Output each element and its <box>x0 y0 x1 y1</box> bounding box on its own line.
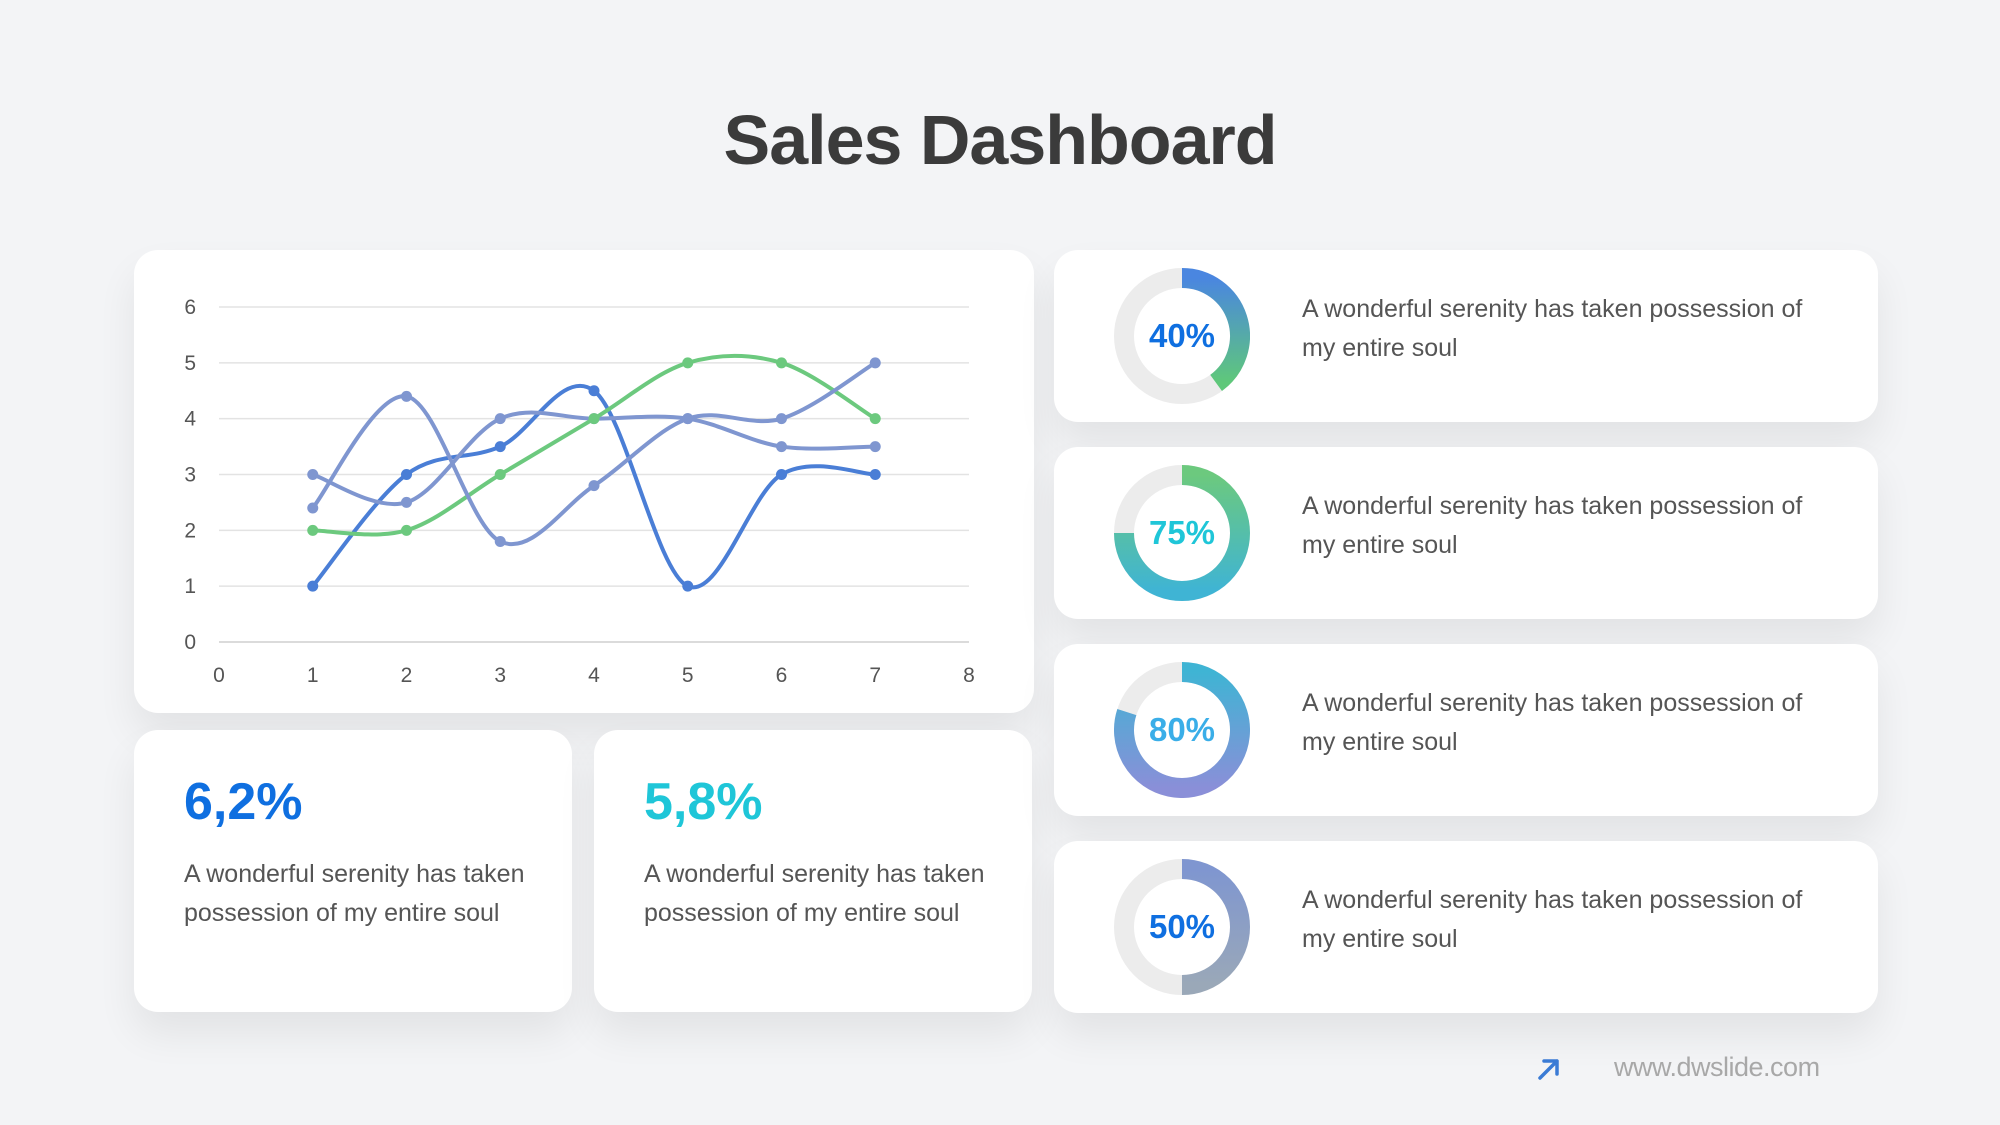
line-chart-card: 0 1 2 3 4 5 6 0 1 2 3 4 5 6 7 8 <box>134 250 1034 713</box>
donut-arc <box>1181 859 1250 995</box>
data-point <box>307 524 319 536</box>
stat-card-2: 5,8% A wonderful serenity has taken poss… <box>594 730 1032 1012</box>
donut-center <box>1136 881 1228 973</box>
y-tick-label: 5 <box>184 352 196 375</box>
data-point <box>401 524 412 536</box>
x-tick-label: 2 <box>401 664 413 687</box>
donut-chart <box>1114 465 1250 601</box>
stat-card-1: 6,2% A wonderful serenity has taken poss… <box>134 730 572 1012</box>
donut-center <box>1136 684 1228 776</box>
y-tick-label: 3 <box>184 464 196 487</box>
data-point <box>494 413 506 425</box>
x-tick-label: 4 <box>588 664 600 687</box>
data-point <box>588 413 600 425</box>
stat-value: 5,8% <box>644 773 763 831</box>
donut-center <box>1136 290 1228 382</box>
x-tick-label: 1 <box>307 664 319 687</box>
kpi-card-3: 80% A wonderful serenity has taken posse… <box>1054 644 1878 816</box>
data-point <box>776 413 787 425</box>
x-tick-label: 5 <box>682 664 694 687</box>
data-point <box>682 357 694 369</box>
stat-value: 6,2% <box>184 773 303 831</box>
data-point <box>776 441 787 453</box>
x-tick-label: 6 <box>776 664 788 687</box>
kpi-description: A wonderful serenity has taken possessio… <box>1302 295 1803 362</box>
series-line-3 <box>312 353 877 537</box>
donut-percent: 50% <box>1148 908 1216 945</box>
donut-chart <box>1114 662 1250 798</box>
data-point <box>776 469 787 480</box>
y-tick-label: 6 <box>184 296 196 319</box>
website-link[interactable]: www.dwslide.com <box>1614 1052 1820 1082</box>
data-point <box>307 580 319 592</box>
page-title: Sales Dashboard <box>723 101 1278 179</box>
arrow-up-right-icon <box>1538 1059 1559 1080</box>
donut-percent: 80% <box>1148 711 1216 748</box>
kpi-card-4: 50% A wonderful serenity has taken posse… <box>1054 841 1878 1013</box>
line-chart: 0 1 2 3 4 5 6 0 1 2 3 4 5 6 7 8 <box>184 296 975 687</box>
data-point <box>494 469 506 480</box>
data-point <box>869 441 881 453</box>
y-tick-label: 4 <box>184 408 196 431</box>
data-point <box>869 469 881 480</box>
stat-description: A wonderful serenity has taken possessio… <box>644 860 985 927</box>
data-point <box>682 413 694 425</box>
donut-arc <box>1181 268 1250 392</box>
data-point <box>307 469 319 480</box>
x-tick-label: 7 <box>869 664 881 687</box>
kpi-description: A wonderful serenity has taken possessio… <box>1302 689 1803 756</box>
donut-chart <box>1114 859 1250 995</box>
data-point <box>588 480 600 492</box>
data-point <box>776 357 787 369</box>
kpi-description: A wonderful serenity has taken possessio… <box>1302 492 1803 559</box>
y-tick-label: 1 <box>184 575 196 598</box>
kpi-description: A wonderful serenity has taken possessio… <box>1302 886 1803 953</box>
y-tick-label: 2 <box>184 519 196 542</box>
data-point <box>588 385 600 397</box>
data-point <box>869 413 881 425</box>
donut-arc <box>1114 465 1250 601</box>
kpi-card-2: 75% A wonderful serenity has taken posse… <box>1054 447 1878 619</box>
donut-center <box>1136 487 1228 579</box>
data-point <box>401 469 412 480</box>
data-point <box>307 502 319 514</box>
y-tick-label: 0 <box>184 631 196 654</box>
donut-arc <box>1114 662 1250 798</box>
data-point <box>401 496 412 508</box>
x-tick-label: 8 <box>963 664 975 687</box>
data-point <box>401 390 412 402</box>
donut-percent: 40% <box>1148 317 1216 354</box>
x-tick-label: 3 <box>494 664 506 687</box>
donut-chart <box>1114 268 1250 404</box>
data-point <box>682 580 694 592</box>
kpi-card-1: 40% A wonderful serenity has taken posse… <box>1054 250 1878 422</box>
x-tick-label: 0 <box>213 664 225 687</box>
data-point <box>494 441 506 453</box>
data-point <box>494 536 506 547</box>
data-point <box>869 357 881 369</box>
donut-percent: 75% <box>1148 514 1216 551</box>
stat-description: A wonderful serenity has taken possessio… <box>184 860 525 927</box>
